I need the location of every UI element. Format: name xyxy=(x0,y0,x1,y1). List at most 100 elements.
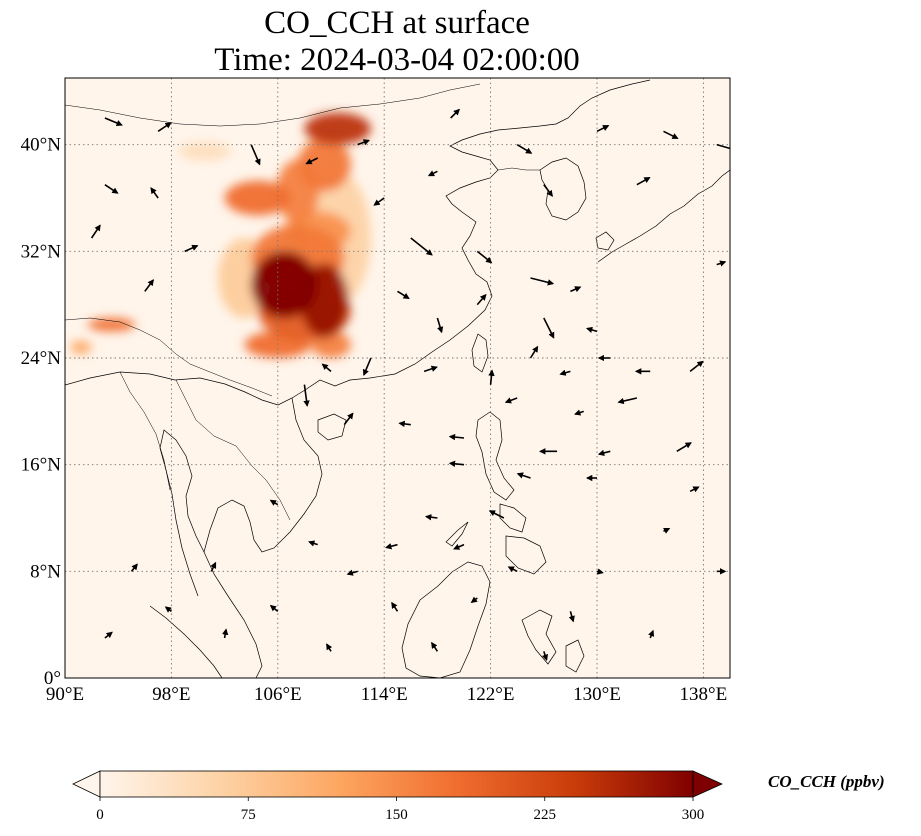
map-panel: 90°E 98°E 106°E 114°E 122°E 130°E 138°E 0° 8°N 1… xyxy=(21,77,731,705)
wind-arrow xyxy=(373,197,385,206)
longitude-tick-label: 98°E xyxy=(152,684,190,705)
wind-arrow xyxy=(504,397,518,404)
wind-arrow xyxy=(541,651,549,661)
wind-arrow xyxy=(144,279,154,292)
coastline-gulf-thailand xyxy=(159,429,205,597)
colorbar-tick-label: 150 xyxy=(385,807,408,823)
coastline-halmahera xyxy=(565,639,585,673)
wind-arrow xyxy=(184,244,199,253)
wind-arrow xyxy=(410,237,433,256)
wind-arrow xyxy=(470,596,478,603)
wind-arrow xyxy=(424,514,438,521)
latitude-tick-label: 32°N xyxy=(21,241,62,262)
map-background xyxy=(65,78,730,678)
map-frame xyxy=(64,77,731,679)
wind-arrow xyxy=(164,606,172,613)
wind-arrow xyxy=(269,499,279,506)
coastline-japan xyxy=(597,169,730,263)
wind-arrow xyxy=(104,117,123,126)
wind-arrow xyxy=(516,143,533,154)
wind-arrow xyxy=(476,293,487,306)
wind-arrow xyxy=(507,566,518,573)
co-plume xyxy=(178,142,232,161)
colorbar: 0 75 150 225 300 CO_CCH (ppbv) xyxy=(72,770,885,823)
latitude-ticks: 0° 8°N 16°N 24°N 32°N 40°N xyxy=(21,135,62,689)
wind-arrow xyxy=(326,643,333,652)
wind-arrow xyxy=(150,187,159,199)
coastline-sulawesi xyxy=(521,609,557,665)
wind-arrow xyxy=(448,433,465,441)
latitude-tick-label: 40°N xyxy=(21,135,62,156)
longitude-ticks: 90°E 98°E 106°E 114°E 122°E 130°E 138°E xyxy=(46,684,727,705)
coastline-mindanao xyxy=(505,535,547,575)
wind-arrow xyxy=(529,345,539,359)
wind-arrow xyxy=(476,250,493,264)
wind-arrow xyxy=(385,543,398,550)
wind-arrow xyxy=(431,641,439,652)
co-plume xyxy=(251,251,318,318)
wind-arrow xyxy=(488,369,495,385)
wind-arrow xyxy=(210,561,217,572)
wind-arrow xyxy=(596,568,604,575)
wind-arrow xyxy=(450,108,461,119)
wind-arrow xyxy=(570,286,582,293)
co-plume xyxy=(297,138,351,192)
wind-arrow xyxy=(543,184,553,197)
wind-arrow xyxy=(663,130,679,140)
wind-arrow xyxy=(716,143,730,150)
colorbar-extend-max xyxy=(692,770,723,798)
wind-arrow xyxy=(398,420,411,428)
border-mongolia xyxy=(65,83,481,127)
coastline-indochina xyxy=(203,397,323,678)
wind-arrow xyxy=(130,563,138,572)
wind-arrow xyxy=(663,527,671,534)
wind-arrow xyxy=(305,157,319,165)
coastline-luzon xyxy=(475,411,515,501)
longitude-tick-label: 114°E xyxy=(361,684,408,705)
latitude-tick-label: 24°N xyxy=(21,348,62,369)
latitude-tick-label: 0° xyxy=(44,668,61,689)
coastline-hainan xyxy=(317,413,347,441)
wind-arrow xyxy=(636,176,651,186)
wind-arrow xyxy=(423,365,438,373)
wind-arrow xyxy=(596,125,610,133)
wind-arrow xyxy=(397,290,410,300)
colorbar-tick-label: 300 xyxy=(682,807,705,823)
wind-arrow xyxy=(543,317,555,339)
wind-arrow xyxy=(303,384,310,407)
wind-arrow xyxy=(222,628,229,639)
wind-arrow xyxy=(250,144,261,166)
wind-arrow xyxy=(597,449,611,456)
coastline-sumatra xyxy=(149,605,223,678)
coastlines-and-borders xyxy=(65,79,730,678)
wind-arrow xyxy=(346,569,358,576)
wind-arrow xyxy=(516,472,531,479)
wind-arrow xyxy=(530,277,555,286)
wind-arrow xyxy=(568,611,575,623)
longitude-tick-label: 130°E xyxy=(573,684,621,705)
coastline-visayas xyxy=(499,503,527,533)
coastline-kyushu xyxy=(595,231,615,251)
wind-arrow xyxy=(321,363,332,372)
latitude-tick-label: 16°N xyxy=(21,455,62,476)
co-plume xyxy=(70,340,92,355)
coastline-palawan xyxy=(445,521,469,547)
wind-arrow xyxy=(357,139,370,146)
border-china-south xyxy=(65,317,273,397)
wind-arrow xyxy=(308,540,318,547)
coastline-borneo xyxy=(401,561,491,678)
wind-arrow xyxy=(104,631,113,639)
wind-arrow xyxy=(104,184,119,194)
border-north-korea xyxy=(497,167,540,171)
wind-arrow xyxy=(343,412,354,426)
colorbar-label: CO_CCH (ppbv) xyxy=(768,772,885,791)
graticule xyxy=(65,78,730,678)
co-concentration-field xyxy=(70,112,371,358)
co-plume xyxy=(224,180,292,216)
wind-vectors xyxy=(90,108,730,661)
title-line-2: Time: 2024-03-04 02:00:00 xyxy=(214,42,579,78)
colorbar-tick-label: 0 xyxy=(96,807,104,823)
wind-arrow xyxy=(453,543,465,550)
colorbar-tick-label: 225 xyxy=(534,807,557,823)
